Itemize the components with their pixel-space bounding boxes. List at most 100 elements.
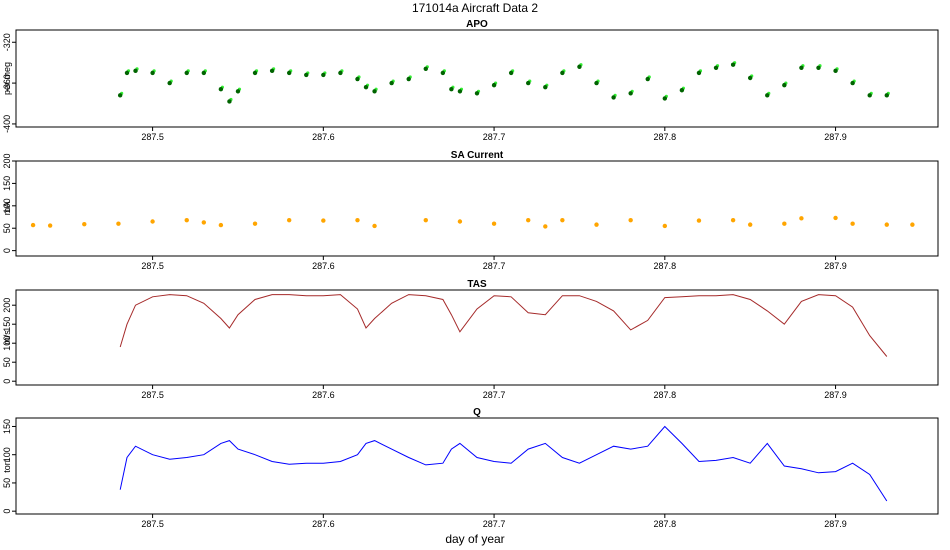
- data-point: [543, 224, 548, 229]
- x-tick-label: 287.9: [824, 132, 847, 142]
- data-point: [696, 70, 702, 76]
- data-point: [117, 93, 123, 98]
- panel-tas: TAS m/s 287.5 287.6 287.7 287.8 287.9 0 50 100 150…: [2, 279, 939, 400]
- y-tick-label: 0: [2, 379, 12, 384]
- data-point: [218, 87, 224, 92]
- x-tick-label: 287.8: [654, 390, 677, 400]
- x-axis-label: day of year: [445, 532, 504, 546]
- data-point: [833, 215, 838, 221]
- data-point: [696, 218, 702, 223]
- x-tick-label: 287.5: [141, 390, 164, 400]
- y-tick-label: 100: [2, 198, 12, 213]
- data-point: [747, 222, 753, 227]
- data-point: [457, 89, 463, 94]
- y-tick-label: 200: [2, 298, 12, 313]
- data-point: [116, 221, 121, 226]
- y-tick-label: 50: [2, 478, 12, 488]
- x-tick-label: 287.9: [824, 519, 847, 529]
- data-point: [184, 217, 189, 223]
- x-tick-label: 287.8: [654, 519, 677, 529]
- x-tick-label: 287.5: [141, 132, 164, 142]
- data-point: [372, 223, 377, 229]
- panel-title: TAS: [467, 279, 487, 290]
- data-point: [543, 84, 548, 90]
- data-point: [833, 68, 838, 74]
- data-point: [850, 80, 855, 86]
- data-point: [594, 222, 599, 227]
- data-point: [252, 221, 258, 226]
- series-line: [119, 294, 888, 357]
- data-point: [355, 76, 360, 82]
- data-point: [406, 76, 411, 82]
- data-point: [338, 70, 343, 76]
- y-axis-label: mA: [2, 202, 12, 216]
- panel-title: Q: [473, 407, 481, 418]
- x-tick-label: 287.7: [483, 390, 506, 400]
- data-point: [124, 70, 130, 76]
- data-point: [491, 82, 497, 88]
- data-point: [304, 72, 309, 78]
- data-point: [850, 221, 855, 226]
- data-point: [730, 62, 736, 67]
- x-tick-label: 287.9: [824, 390, 847, 400]
- data-point: [150, 70, 155, 76]
- data-point: [150, 219, 155, 224]
- data-point: [491, 221, 497, 226]
- series-line: [119, 425, 888, 502]
- x-tick-label: 287.6: [312, 390, 335, 400]
- y-tick-label: 100: [2, 336, 12, 351]
- data-point: [782, 82, 787, 88]
- data-point: [201, 70, 207, 76]
- y-tick-label: 0: [2, 248, 12, 253]
- data-point: [662, 96, 668, 101]
- main-title: 171014a Aircraft Data 2: [412, 1, 538, 15]
- data-point: [423, 66, 428, 72]
- plot-frame: [15, 289, 939, 386]
- data-point: [679, 88, 685, 93]
- data-point: [252, 70, 258, 76]
- data-point: [423, 217, 428, 223]
- data-point: [730, 217, 736, 223]
- y-tick-label: -360: [2, 74, 12, 92]
- data-point: [508, 70, 514, 76]
- data-point: [662, 223, 668, 229]
- data-point: [526, 217, 531, 223]
- data-point: [30, 222, 36, 228]
- x-tick-label: 287.6: [312, 261, 335, 271]
- data-point: [355, 217, 360, 223]
- data-point: [713, 65, 719, 70]
- x-tick-label: 287.7: [483, 519, 506, 529]
- data-point: [799, 216, 804, 221]
- plot-frame: [15, 417, 939, 515]
- data-point: [449, 87, 454, 92]
- panel-title: APO: [466, 19, 488, 30]
- y-tick-label: 150: [2, 317, 12, 332]
- y-axis-label: per meg: [2, 62, 12, 95]
- data-point: [457, 219, 463, 224]
- data-point: [577, 64, 582, 69]
- data-point: [167, 80, 172, 86]
- data-point: [184, 70, 189, 76]
- panels: APO per meg 287.5 287.6 287.7 287.8 287.9 -320 -…: [2, 19, 939, 529]
- data-point: [321, 72, 326, 78]
- y-axis-label: m/s: [2, 330, 12, 345]
- data-point: [645, 76, 650, 82]
- panel-title: SA Current: [451, 150, 504, 161]
- data-point: [884, 222, 889, 227]
- data-point: [227, 99, 232, 104]
- panel-sa-current: SA Current mA 287.5 287.6 287.7 287.8 287.9 0 50…: [2, 150, 939, 271]
- data-point: [286, 217, 292, 223]
- y-axis-label: torr: [2, 459, 12, 473]
- data-point: [372, 89, 377, 94]
- data-point: [389, 80, 394, 86]
- data-point: [440, 70, 446, 76]
- data-point: [611, 95, 616, 100]
- x-tick-label: 287.8: [654, 261, 677, 271]
- data-point: [201, 220, 207, 225]
- data-point: [765, 93, 770, 98]
- data-point: [628, 217, 633, 223]
- data-point: [286, 70, 292, 76]
- x-tick-label: 287.7: [483, 132, 506, 142]
